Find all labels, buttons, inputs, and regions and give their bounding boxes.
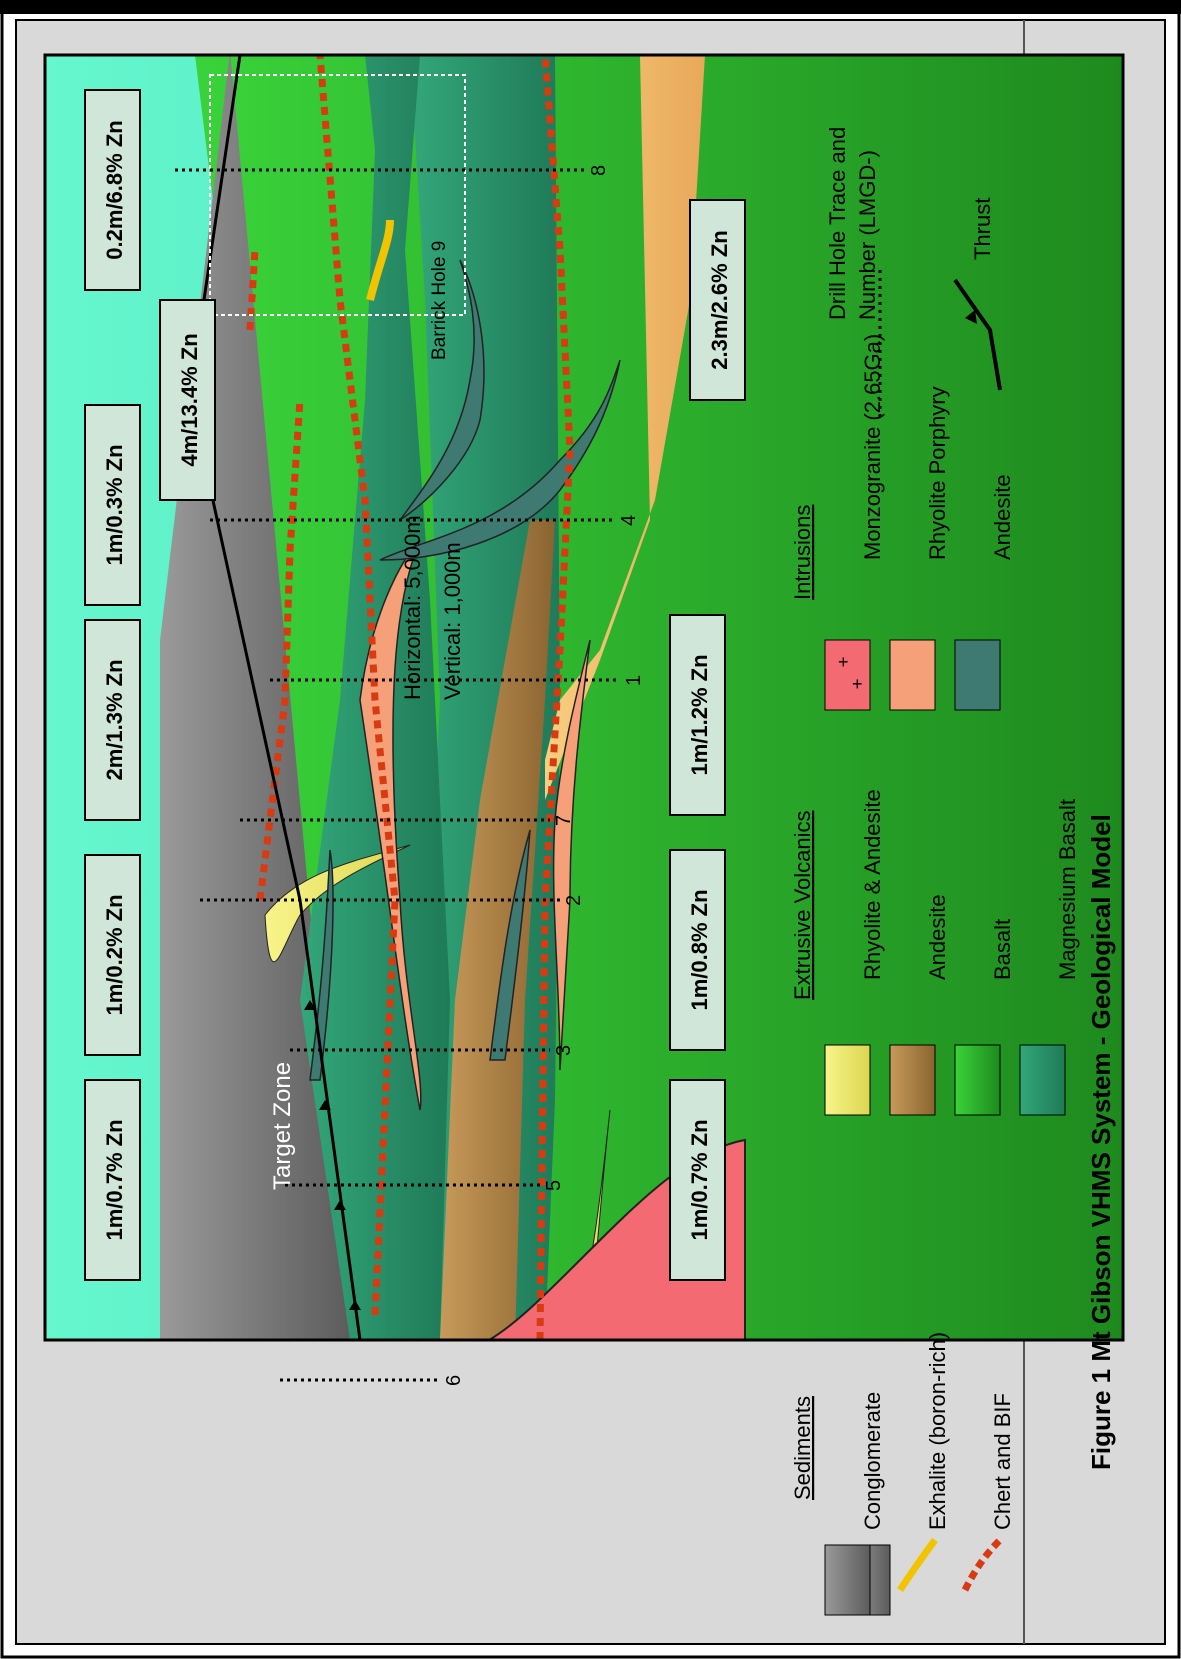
figure-caption: Figure 1 Mt Gibson VHMS System - Geologi… <box>1086 814 1116 1470</box>
intersection-box <box>159 299 216 501</box>
legend-drill-hole-line2: Number (LMGD-) <box>855 150 880 320</box>
swatch-rhyolite-andesite <box>824 1044 871 1116</box>
drill-hole-number-2: 2 <box>563 895 585 906</box>
drill-hole-number-3: 3 <box>553 1045 575 1056</box>
legend-andesite-extrusive: Andesite <box>925 894 950 980</box>
drill-hole-number-1: 1 <box>623 675 645 686</box>
swatch-thrust <box>953 278 1002 391</box>
intersection-box <box>669 849 726 1051</box>
legend-rhyolite-porphyry: Rhyolite Porphyry <box>925 386 950 560</box>
legend-monzogranite: Monzogranite (2.65Ga) <box>860 334 885 560</box>
intersection-box <box>669 1079 726 1281</box>
intersection-label: 1m/0.7% Zn <box>102 1119 127 1240</box>
swatch-mg-basalt <box>1019 1044 1066 1116</box>
swatch-exhalite <box>897 1537 938 1592</box>
intersection-label: 1m/1.2% Zn <box>687 654 712 775</box>
intersection-box <box>84 619 141 821</box>
intersection-labels: 1m/0.7% Zn 1m/0.2% Zn 2m/1.3% Zn 1m/0.3% Zn… <box>84 89 746 1281</box>
intersection-box <box>84 1079 141 1281</box>
intersection-box <box>84 89 141 291</box>
swatch-andesite-intrusive <box>954 639 1001 711</box>
intersection-box <box>689 199 746 401</box>
intersection-label: 2m/1.3% Zn <box>102 659 127 780</box>
scale-vertical: Vertical: 1,000m <box>440 542 465 700</box>
legend-basalt: Basalt <box>990 919 1015 980</box>
intersection-box <box>84 854 141 1056</box>
drill-hole-number-5: 5 <box>543 1180 565 1191</box>
svg-text:+: + <box>852 674 863 694</box>
drill-hole-number-7: 7 <box>553 815 575 826</box>
exhalite-horizon <box>366 219 394 301</box>
orange-band <box>545 55 705 800</box>
intersection-label: 1m/0.7% Zn <box>687 1119 712 1240</box>
top-bar <box>0 0 1181 14</box>
legend-swatches: ++ <box>824 270 1066 1616</box>
intersection-label: 1m/0.3% Zn <box>102 444 127 565</box>
intersection-label: 1m/0.2% Zn <box>102 894 127 1015</box>
andesite-dyke-2 <box>399 259 485 521</box>
drill-hole-number-4: 4 <box>618 515 640 526</box>
legend-andesite-intrusive: Andesite <box>990 474 1015 560</box>
swatch-basalt <box>954 1044 1001 1116</box>
chert-horizon-1 <box>316 55 399 1316</box>
section-border <box>43 53 1125 1342</box>
legend-extrusive-title: Extrusive Volcanics <box>790 810 815 1000</box>
intersection-box <box>669 614 726 816</box>
rhyolite-porphyry-dyke-2 <box>552 639 591 1071</box>
swatch-monzogranite <box>824 639 871 711</box>
legend-thrust: Thrust <box>970 198 995 260</box>
legend-mg-basalt: Magnesium Basalt <box>1055 799 1080 980</box>
barrick-hole-label: Barrick Hole 9 <box>429 241 450 360</box>
thrust-fault <box>188 55 362 1340</box>
intersection-box <box>84 404 141 606</box>
intersection-label: 4m/13.4% Zn <box>177 333 202 466</box>
legend-rhyolite-andesite: Rhyolite & Andesite <box>860 789 885 980</box>
legend-intrusions-title: Intrusions <box>790 505 815 600</box>
intersection-label: 2.3m/2.6% Zn <box>707 230 732 369</box>
swatch-chert <box>961 1537 1003 1592</box>
intersection-label: 0.2m/6.8% Zn <box>102 120 127 259</box>
swatch-rhyolite-porphyry <box>889 639 936 711</box>
svg-text:+: + <box>838 652 849 672</box>
scale-horizontal: Horizontal: 5,000m <box>400 515 425 700</box>
swatch-conglomerate <box>824 1544 871 1616</box>
andesite-dyke-1 <box>309 849 334 1081</box>
andesite-dyke-4 <box>489 829 531 1061</box>
legend-chert: Chert and BIF <box>990 1393 1015 1530</box>
andesite-extrusive-band <box>440 520 555 1340</box>
target-zone-label: Target Zone <box>269 1062 296 1190</box>
drill-hole-number-6: 6 <box>443 1375 465 1386</box>
legend-exhalite: Exhalite (boron-rich) <box>925 1332 950 1530</box>
drill-holes: 6 5 3 2 7 1 4 8 <box>175 165 645 1386</box>
legend-sediments-title: Sediments <box>790 1396 815 1500</box>
legend-drill-hole-line1: Drill Hole Trace and <box>825 127 850 320</box>
legend-conglomerate: Conglomerate <box>860 1392 885 1530</box>
cross-section <box>45 55 1123 1340</box>
drill-hole-number-8: 8 <box>588 165 610 176</box>
chert-horizon-2 <box>536 55 574 1340</box>
chert-horizon-3 <box>256 399 304 901</box>
target-zone-box <box>209 74 466 316</box>
intersection-label: 1m/0.8% Zn <box>687 889 712 1010</box>
swatch-andesite <box>889 1044 936 1116</box>
